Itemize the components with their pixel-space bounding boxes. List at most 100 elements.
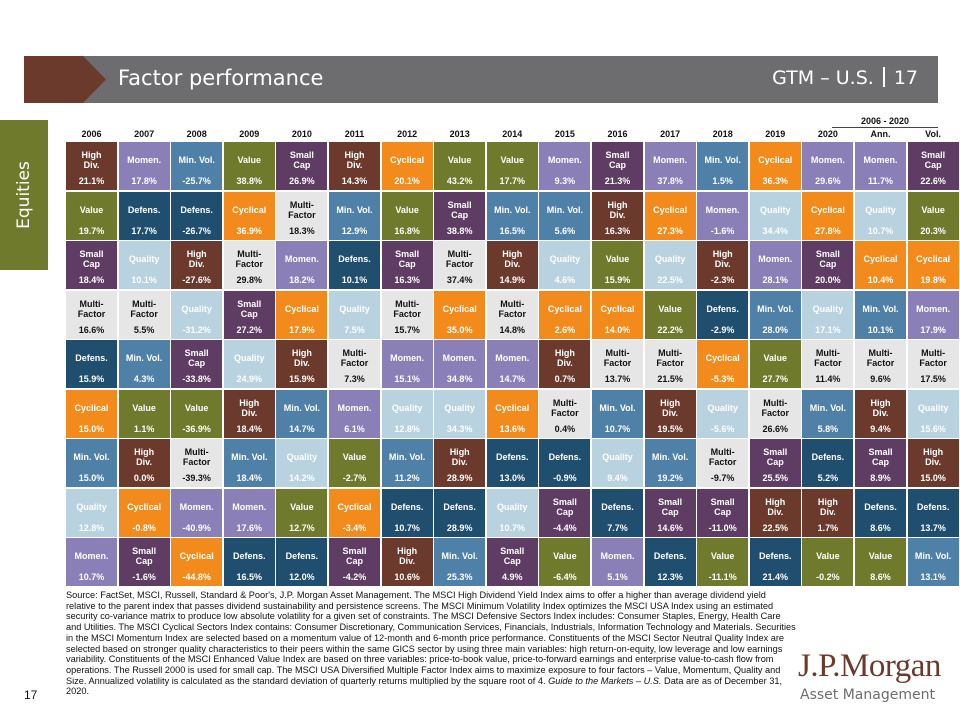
cell-return-value: 10.1% <box>341 275 368 285</box>
cell-return-value: 13.6% <box>499 423 526 434</box>
cell-return-value: 10.7% <box>867 225 894 236</box>
cell-return-value: 18.2% <box>289 275 315 285</box>
table-cell: Small Cap 4.9% <box>486 538 538 586</box>
cell-factor-label: Defens. <box>180 204 213 215</box>
table-cell: Momen. -40.9% <box>171 488 223 537</box>
cell-return-value: 5.8% <box>817 423 839 434</box>
cell-return-value: 9.3% <box>554 176 576 186</box>
column-header: 2017 <box>660 129 681 139</box>
cell-factor-label: High Div. <box>554 348 575 368</box>
cell-factor-label: Cyclical <box>337 501 372 512</box>
cell-factor-label: Min. Vol. <box>809 402 847 413</box>
table-cell: Min. Vol. 10.1% <box>855 290 906 339</box>
table-cell: Momen. 17.6% <box>223 488 275 537</box>
cell-factor-label: Quality <box>865 204 896 215</box>
cell-return-value: 36.9% <box>236 225 263 236</box>
cell-return-value: 20.0% <box>815 275 841 285</box>
table-cell: Quality 9.4% <box>592 439 643 487</box>
cell-return-value: 18.4% <box>236 473 263 483</box>
table-cell: Defens. 15.9% <box>66 340 117 388</box>
cell-return-value: 27.8% <box>815 225 841 236</box>
column-header: 2015 <box>554 129 575 139</box>
cell-return-value: 4.3% <box>133 374 155 384</box>
cell-factor-label: Defens. <box>285 551 319 561</box>
cell-return-value: 9.4% <box>607 473 628 483</box>
cell-return-value: 17.5% <box>920 374 946 384</box>
cell-return-value: 8.9% <box>870 473 891 483</box>
table-cell: Value 27.7% <box>749 340 801 388</box>
cell-return-value: 28.1% <box>762 275 789 285</box>
cell-factor-label: Quality <box>549 254 581 264</box>
cell-return-value: 1.5% <box>712 176 733 186</box>
cell-factor-label: Value <box>290 501 314 512</box>
cell-factor-label: Cyclical <box>390 155 425 165</box>
table-cell: Cyclical 36.9% <box>223 191 275 240</box>
table-cell: Multi- Factor 29.8% <box>223 241 275 289</box>
cell-return-value: 8.6% <box>870 572 891 582</box>
column-header: 2016 <box>607 129 628 139</box>
cell-factor-label: High Div. <box>81 150 102 170</box>
column-header: 2009 <box>239 129 260 139</box>
cell-factor-label: High Div. <box>186 249 207 269</box>
table-cell: Defens. 12.3% <box>644 538 696 586</box>
cell-factor-label: Multi- Factor <box>656 348 684 368</box>
cell-factor-label: Cyclical <box>758 155 793 165</box>
cell-factor-label: Defens. <box>811 452 845 462</box>
table-cell: Min. Vol. 28.0% <box>749 290 801 339</box>
cell-factor-label: Quality <box>812 303 844 314</box>
cell-return-value: 21.1% <box>78 176 105 186</box>
table-cell: Small Cap 38.8% <box>434 191 486 240</box>
table-cell: Value 19.7% <box>66 191 117 240</box>
cell-factor-label: Defens. <box>233 551 266 561</box>
table-cell: Small Cap 8.9% <box>855 439 906 487</box>
cell-return-value: 17.7% <box>131 225 157 236</box>
cell-return-value: 0.0% <box>133 473 155 483</box>
cell-factor-label: Momen. <box>653 155 688 165</box>
table-cell: Value 43.2% <box>434 142 486 190</box>
table-cell: Defens. 5.2% <box>802 439 854 487</box>
table-cell: Multi- Factor -39.3% <box>171 439 223 487</box>
cell-factor-label: High Div. <box>870 397 891 418</box>
table-cell: Defens. 13.7% <box>907 488 959 537</box>
table-cell: High Div. 10.6% <box>381 538 433 586</box>
cell-return-value: -6.4% <box>553 572 577 582</box>
cell-factor-label: Defens. <box>75 353 108 363</box>
cell-factor-label: Value <box>132 402 156 413</box>
cell-factor-label: Momen. <box>337 402 372 413</box>
column-header: 2019 <box>765 129 786 139</box>
table-cell: High Div. -27.6% <box>171 241 223 289</box>
table-cell: Min. Vol. 5.8% <box>802 389 854 438</box>
cell-return-value: 27.7% <box>762 374 789 384</box>
cell-return-value: 38.8% <box>446 225 473 236</box>
table-cell: Momen. 34.8% <box>434 340 486 388</box>
cell-return-value: 26.9% <box>289 176 315 186</box>
cell-return-value: 14.3% <box>341 176 368 186</box>
table-cell: Value 38.8% <box>223 142 275 190</box>
cell-factor-label: Min. Vol. <box>283 402 321 413</box>
table-cell: Quality 10.1% <box>118 241 170 289</box>
cell-factor-label: Quality <box>760 204 791 215</box>
cell-factor-label: Defens. <box>338 254 371 264</box>
cell-return-value: 14.7% <box>499 374 526 384</box>
cell-return-value: 16.5% <box>499 225 526 236</box>
cell-return-value: 21.3% <box>604 176 631 186</box>
table-cell: High Div. 22.5% <box>749 488 801 537</box>
cell-return-value: -11.0% <box>708 522 737 533</box>
cell-return-value: -0.8% <box>132 522 156 533</box>
table-cell: Momen. 18.2% <box>276 241 328 289</box>
cell-return-value: 26.6% <box>762 423 789 434</box>
cell-return-value: 12.7% <box>289 522 315 533</box>
table-cell: Multi- Factor 15.7% <box>381 290 433 339</box>
table-cell: Small Cap -1.6% <box>118 538 170 586</box>
table-cell: Defens. 12.0% <box>276 538 328 586</box>
cell-factor-label: Cyclical <box>495 402 530 413</box>
cell-factor-label: Momen. <box>74 551 109 561</box>
source-italic: Guide to the Markets – U.S. <box>548 675 662 686</box>
cell-factor-label: Momen. <box>758 254 793 264</box>
table-cell: Quality 4.6% <box>539 241 591 289</box>
cell-return-value: 11.7% <box>867 176 894 186</box>
cell-return-value: 28.9% <box>446 522 473 533</box>
cell-return-value: 15.1% <box>394 374 420 384</box>
table-cell: Cyclical 13.6% <box>486 389 538 438</box>
cell-factor-label: Small Cap <box>184 348 209 368</box>
